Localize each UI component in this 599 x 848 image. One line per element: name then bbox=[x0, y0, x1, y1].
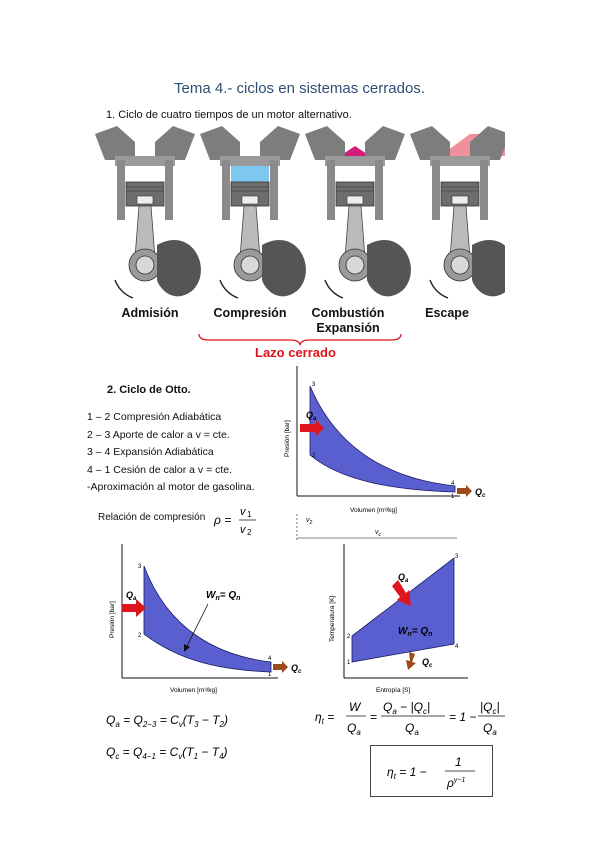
svg-text:vc: vc bbox=[375, 529, 382, 538]
svg-text:ργ−1: ργ−1 bbox=[446, 776, 465, 790]
svg-text:4: 4 bbox=[268, 656, 272, 662]
svg-text:Qc: Qc bbox=[291, 663, 302, 675]
svg-text:3: 3 bbox=[455, 554, 459, 560]
closed-loop-label: Lazo cerrado bbox=[255, 345, 336, 360]
svg-text:v2: v2 bbox=[306, 517, 313, 526]
pv-bottom-cycle-area bbox=[143, 565, 272, 673]
svg-text:Qa − |Qc|: Qa − |Qc| bbox=[383, 700, 430, 716]
otto-step: 2 – 3 Aporte de calor a v = cte. bbox=[87, 428, 230, 441]
pv-top-cycle-area bbox=[309, 385, 456, 493]
svg-text:=: = bbox=[370, 710, 377, 724]
svg-text:Qa: Qa bbox=[398, 572, 409, 584]
svg-text:2: 2 bbox=[347, 634, 351, 640]
heat-out-arrow bbox=[406, 652, 416, 670]
heat-out-arrow bbox=[273, 661, 288, 673]
page-title: Tema 4.- ciclos en sistemas cerrados. bbox=[174, 80, 425, 97]
svg-text:Temperatura [K]: Temperatura [K] bbox=[329, 596, 336, 642]
svg-text:Qa: Qa bbox=[126, 590, 137, 602]
otto-step: -Aproximación al motor de gasolina. bbox=[87, 481, 255, 493]
heat-in-arrow bbox=[122, 599, 146, 617]
svg-text:W: W bbox=[349, 700, 362, 714]
point-1: 1 bbox=[451, 494, 455, 500]
svg-text:ρ =: ρ = bbox=[213, 513, 231, 527]
compression-ratio-label: Relación de compresión bbox=[98, 512, 206, 523]
otto-step: 3 – 4 Expansión Adiabática bbox=[87, 446, 214, 458]
y-axis-label: Presión [bar] bbox=[284, 420, 291, 457]
pv-diagram-top: 3 2 4 1 Qa Qc Volumen [m³/kg] Presión [b… bbox=[284, 366, 486, 542]
svg-text:ηt = 1 −: ηt = 1 − bbox=[387, 765, 427, 781]
stage-label-combustion: Combustión bbox=[311, 306, 385, 320]
svg-text:1: 1 bbox=[347, 660, 351, 666]
svg-text:v: v bbox=[240, 506, 247, 518]
otto-step: 1 – 2 Compresión Adiabática bbox=[87, 411, 222, 423]
svg-text:Qc: Qc bbox=[422, 657, 433, 669]
point-4: 4 bbox=[451, 481, 455, 487]
net-work-label: Wn= Qn bbox=[398, 626, 432, 638]
net-work-label: Wn= Qn bbox=[206, 590, 240, 602]
svg-text:1: 1 bbox=[247, 510, 252, 519]
svg-text:3: 3 bbox=[138, 564, 142, 570]
svg-text:= 1 −: = 1 − bbox=[449, 710, 476, 724]
otto-steps-list: 1 – 2 Compresión Adiabática 2 – 3 Aporte… bbox=[87, 409, 255, 497]
svg-text:2: 2 bbox=[247, 528, 252, 537]
heat-in-arrow bbox=[392, 580, 411, 606]
efficiency-result-box: ηt = 1 − 1 ργ−1 bbox=[370, 745, 493, 797]
combustion-charge bbox=[340, 146, 370, 156]
svg-text:Qa: Qa bbox=[306, 410, 317, 422]
point-3: 3 bbox=[312, 382, 316, 388]
otto-step: 4 – 1 Cesión de calor a v = cte. bbox=[87, 463, 233, 476]
stage-label-expansion: Expansión bbox=[316, 321, 380, 335]
section-1-heading: 1. Ciclo de cuatro tiempos de un motor a… bbox=[106, 109, 352, 121]
svg-text:2: 2 bbox=[138, 633, 142, 639]
point-2: 2 bbox=[312, 453, 316, 459]
svg-text:Entropía [S]: Entropía [S] bbox=[376, 687, 411, 694]
svg-text:|Qc|: |Qc| bbox=[480, 700, 500, 716]
stage-label-admision: Admisión bbox=[121, 306, 179, 320]
section-2-heading: 2. Ciclo de Otto. bbox=[107, 384, 191, 396]
svg-text:v: v bbox=[240, 524, 247, 536]
efficiency-equation: ηt = W Qa = Qa − |Qc| Qa = 1 − |Qc| Qa bbox=[315, 700, 505, 737]
ts-cycle-area bbox=[351, 557, 455, 663]
four-stroke-engine-illustration bbox=[95, 125, 505, 299]
stage-label-escape: Escape bbox=[425, 306, 469, 320]
svg-text:ηt =: ηt = bbox=[315, 710, 334, 726]
ts-diagram: 2 1 3 4 Qa Qc Wn= Qn Entropía [S] Temper… bbox=[329, 544, 468, 694]
heat-equations: Qa = Q2−3 = Cv(T3 − T2) Qc = Q4−1 = Cv(T… bbox=[106, 713, 228, 761]
efficiency-result-formula: ηt = 1 − 1 ργ−1 bbox=[387, 755, 475, 790]
compression-ratio-formula: ρ = v 1 v 2 bbox=[213, 506, 256, 537]
pv-diagram-bottom: 3 2 4 1 Qa Qc Wn= Qn Volumen [m³/kg] Pre… bbox=[109, 544, 302, 694]
svg-text:Qa: Qa bbox=[347, 721, 361, 737]
svg-text:Presión [bar]: Presión [bar] bbox=[109, 601, 116, 638]
heat-out-arrow bbox=[457, 485, 472, 497]
svg-text:Qa: Qa bbox=[405, 721, 419, 737]
svg-text:1: 1 bbox=[268, 672, 272, 678]
svg-text:Qa: Qa bbox=[483, 721, 497, 737]
svg-text:Volumen [m³/kg]: Volumen [m³/kg] bbox=[170, 687, 217, 694]
svg-text:1: 1 bbox=[455, 755, 462, 769]
svg-text:Qc: Qc bbox=[475, 487, 486, 499]
closed-loop-brace bbox=[198, 333, 402, 346]
svg-text:Qc = Q4−1 = Cv(T1 − T4): Qc = Q4−1 = Cv(T1 − T4) bbox=[106, 745, 228, 761]
heat-in-arrow bbox=[300, 420, 324, 436]
svg-text:Qa = Q2−3 = Cv(T3 − T2): Qa = Q2−3 = Cv(T3 − T2) bbox=[106, 713, 228, 729]
stage-label-compresion: Compresión bbox=[213, 306, 287, 320]
svg-text:4: 4 bbox=[455, 644, 459, 650]
x-axis-label: Volumen [m³/kg] bbox=[350, 507, 397, 514]
